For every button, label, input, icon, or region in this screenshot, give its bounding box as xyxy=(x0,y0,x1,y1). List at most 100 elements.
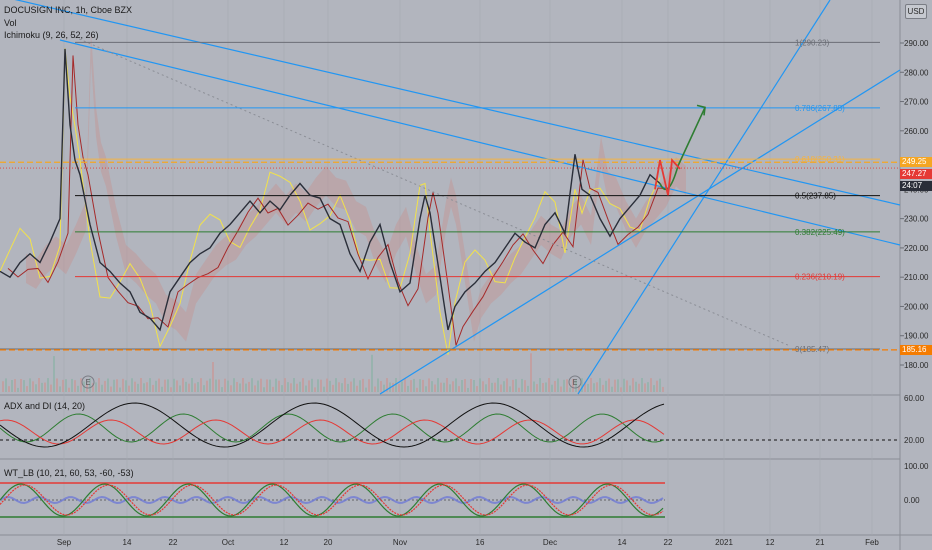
volume-bar xyxy=(281,385,283,392)
y-axis-tick-label: 290.00 xyxy=(904,39,929,48)
volume-bar xyxy=(134,381,136,392)
volume-bar xyxy=(290,383,292,392)
adx-line xyxy=(0,402,665,448)
volume-bar xyxy=(461,380,463,392)
volume-bar xyxy=(95,382,97,392)
volume-bar xyxy=(449,384,451,392)
trendline-diagonal-dotted[interactable] xyxy=(69,34,791,347)
earnings-marker-icon[interactable] xyxy=(81,375,95,389)
volume-bar xyxy=(377,378,379,392)
volume-bar xyxy=(35,384,37,392)
volume-bar xyxy=(518,387,520,392)
ichimoku-base-line xyxy=(7,55,669,346)
x-axis-tick-label: 2021 xyxy=(715,538,733,547)
volume-bar xyxy=(191,378,193,392)
volume-bar xyxy=(611,386,613,392)
earnings-marker-icon[interactable] xyxy=(568,375,582,389)
volume-bar xyxy=(473,380,475,392)
x-axis-tick-label: Oct xyxy=(222,538,235,547)
volume-bar xyxy=(524,380,526,392)
fib-level-label: 0.5(237.85) xyxy=(795,192,836,201)
volume-bar xyxy=(194,383,196,392)
volume-bar xyxy=(53,356,55,392)
volume-bar xyxy=(266,379,268,392)
volume-bar xyxy=(641,378,643,392)
volume-bar xyxy=(587,383,589,392)
volume-bar xyxy=(77,385,79,392)
volume-bar xyxy=(149,378,151,392)
volume-bar xyxy=(356,385,358,392)
volume-bar xyxy=(311,378,313,392)
volume-bar xyxy=(170,387,172,392)
volume-bar xyxy=(17,387,19,392)
volume-bar xyxy=(278,380,280,392)
volume-bar xyxy=(443,382,445,392)
volume-bar xyxy=(143,383,145,392)
volume-bar xyxy=(530,353,532,392)
volume-bar xyxy=(308,380,310,392)
y-axis-tick-label: 200.00 xyxy=(904,302,929,311)
trendline-rising-2[interactable] xyxy=(577,0,831,395)
volume-bar xyxy=(326,378,328,392)
red-path-annotation[interactable] xyxy=(654,158,681,196)
volume-bar xyxy=(629,385,631,392)
volume-bar xyxy=(422,379,424,392)
x-axis-tick-label: 12 xyxy=(280,538,289,547)
volume-bar xyxy=(647,382,649,392)
earnings-marker-label: E xyxy=(85,378,90,387)
volume-bar xyxy=(359,380,361,392)
volume-bar xyxy=(602,384,604,392)
volume-bar xyxy=(533,381,535,392)
indicator-axis-label: 100.00 xyxy=(904,462,929,471)
volume-bar xyxy=(380,381,382,392)
x-axis-tick-label: Sep xyxy=(57,538,72,547)
volume-bar xyxy=(479,378,481,392)
volume-bar xyxy=(542,383,544,392)
volume-bar xyxy=(260,378,262,392)
volume-bar xyxy=(638,383,640,392)
volume-bar xyxy=(644,383,646,392)
volume-bar xyxy=(32,381,34,392)
volume-bar xyxy=(200,378,202,392)
volume-bar xyxy=(335,378,337,392)
volume-bar xyxy=(383,384,385,392)
volume-bar xyxy=(608,378,610,392)
volume-bar xyxy=(347,383,349,392)
volume-bar xyxy=(71,378,73,392)
volume-bar xyxy=(314,387,316,392)
earnings-marker-label: E xyxy=(572,378,577,387)
volume-bar xyxy=(401,381,403,392)
volume-bar xyxy=(179,385,181,392)
volume-bar xyxy=(605,380,607,392)
volume-bar xyxy=(164,379,166,392)
x-axis-tick-label: 12 xyxy=(766,538,775,547)
volume-bar xyxy=(491,382,493,392)
trendline-mid[interactable] xyxy=(59,39,901,246)
volume-bar xyxy=(218,379,220,392)
fib-level-label: 0.786(267.85) xyxy=(795,104,845,113)
volume-bar xyxy=(374,386,376,392)
volume-bar xyxy=(470,379,472,392)
volume-bar xyxy=(209,378,211,392)
price-series-line[interactable] xyxy=(0,48,661,332)
trendline-upper[interactable] xyxy=(0,0,901,206)
volume-bar xyxy=(287,382,289,392)
currency-button[interactable]: USD xyxy=(905,4,927,19)
wt-pane-label: WT_LB (10, 21, 60, 53, -60, -53) xyxy=(4,468,134,478)
volume-bar xyxy=(509,386,511,392)
volume-bar xyxy=(392,382,394,392)
volume-bar xyxy=(566,379,568,392)
x-axis-tick-label: 21 xyxy=(816,538,825,547)
volume-bar xyxy=(344,378,346,392)
volume-bar xyxy=(113,379,115,392)
volume-bar xyxy=(137,383,139,392)
volume-bar xyxy=(341,383,343,392)
volume-bar xyxy=(8,386,10,392)
volume-bar xyxy=(419,379,421,392)
volume-bar xyxy=(56,378,58,392)
projection-arrow-head-icon xyxy=(696,104,706,116)
y-axis-tick-label: 210.00 xyxy=(904,273,929,282)
volume-bar xyxy=(92,383,94,392)
volume-bar xyxy=(233,378,235,392)
